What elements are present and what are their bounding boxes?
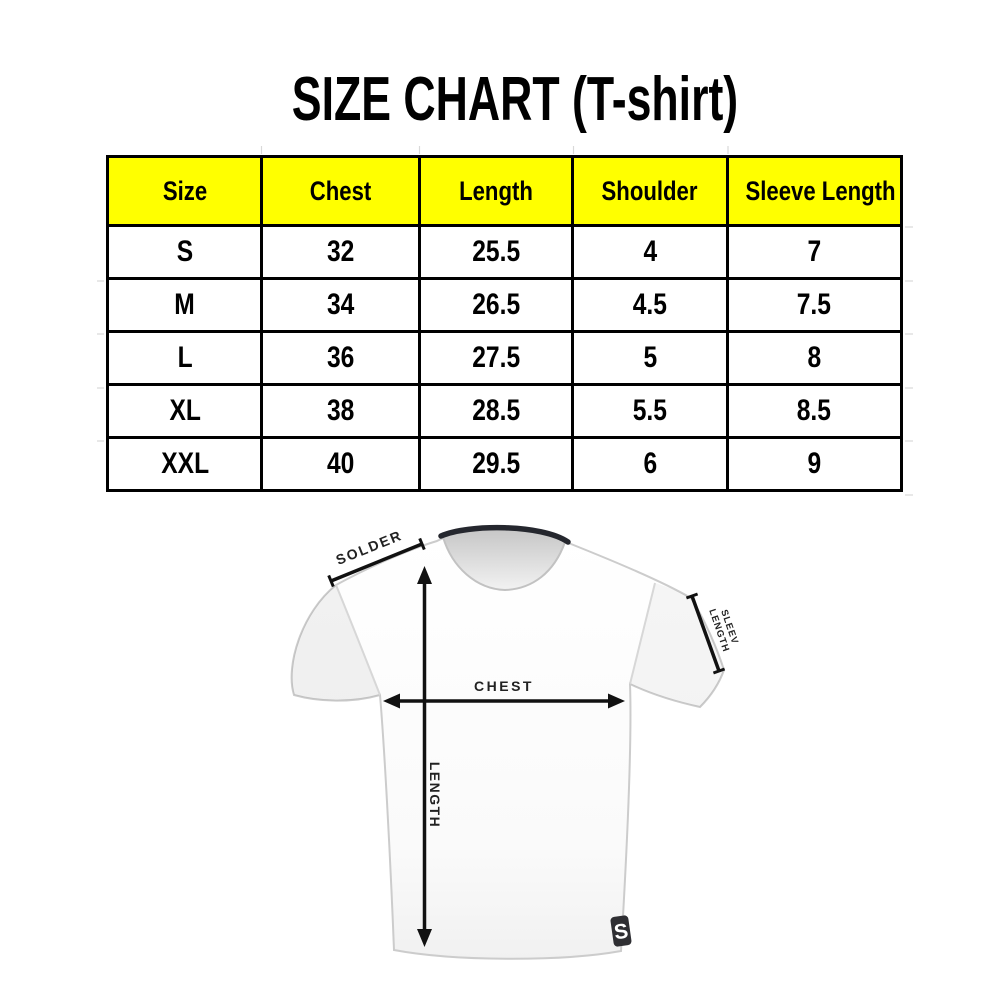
header-label: Length [459,175,533,206]
gridline-ticks [97,146,913,496]
cell-value: M [174,288,195,321]
cell-value: 38 [326,394,355,427]
header-cell-shoulder: Shoulder [571,155,729,227]
cell-value: S [176,235,193,268]
right-sleeve-seam [629,582,656,685]
table-cell: 32 [260,224,421,280]
table-cell: 7.5 [725,277,904,333]
cell-value: 34 [326,288,355,321]
header-cell-sleeve-length: Sleeve Length [725,155,904,227]
cell-value: 9 [807,447,822,480]
collar-front-edge [442,536,566,592]
header-cell-length: Length [417,155,575,227]
table-cell: 8 [725,330,904,386]
cell-value: 4 [643,235,657,268]
table-row-xl: XL 38 28.5 5.5 8.5 [105,383,904,439]
cell-value: 8 [807,341,822,374]
table-cell: 7 [725,224,904,280]
cell-value: 40 [326,447,355,480]
page-title-text: SIZE CHART (T-shirt) [291,65,739,134]
table-cell: 8.5 [725,383,904,439]
table-cell: 38 [260,383,421,439]
header-label: Sleeve Length [745,175,896,206]
table-row-l: L 36 27.5 5 8 [105,330,904,386]
table-cell: XXL [105,436,264,492]
table-cell: 29.5 [417,436,575,492]
header-cell-size: Size [105,155,264,227]
table-cell: 26.5 [417,277,575,333]
chest-arrowhead-left [383,693,400,709]
cell-value: 36 [326,341,355,374]
cell-value: 5 [643,341,657,374]
cell-value: XL [168,394,201,427]
left-sleeve-seam [335,584,381,696]
table-cell: 27.5 [417,330,575,386]
cell-value: 6 [643,447,657,480]
cell-value: 28.5 [471,394,520,427]
cell-value: XXL [160,447,209,480]
header-label: Shoulder [601,175,698,206]
cell-value: 25.5 [471,235,520,268]
table-cell: M [105,277,264,333]
table-cell: 9 [725,436,904,492]
chest-arrow: CHEST [383,678,625,709]
left-sleeve-shading [291,585,380,701]
table-cell: 4 [571,224,729,280]
table-cell: XL [105,383,264,439]
table-row-s: S 32 25.5 4 7 [105,224,904,280]
table-cell: 6 [571,436,729,492]
length-label: LENGTH [427,762,443,829]
collar-band [438,524,571,545]
cell-value: L [177,341,193,374]
chest-label: CHEST [474,678,534,694]
length-arrow: LENGTH [417,566,443,947]
brand-tag-letter: S [613,920,630,945]
table-cell: 5 [571,330,729,386]
table-row-m: M 34 26.5 4.5 7.5 [105,277,904,333]
length-arrowhead-top [417,566,432,584]
tshirt-graphic: S [290,524,726,960]
chest-arrowhead-right [608,693,625,709]
page-title: SIZE CHART (T-shirt) [30,64,1000,135]
table-cell: 4.5 [571,277,729,333]
table-cell: 28.5 [417,383,575,439]
brand-tag: S [610,915,632,947]
table-header-row: Size Chest Length Shoulder Sleeve Length [105,155,904,227]
cell-value: 5.5 [632,394,668,427]
cell-value: 26.5 [471,288,520,321]
cell-value: 27.5 [471,341,520,374]
table-cell: L [105,330,264,386]
table-cell: 5.5 [571,383,729,439]
header-cell-chest: Chest [260,155,421,227]
cell-value: 7 [807,235,822,268]
header-label: Chest [309,175,372,206]
table-cell: 40 [260,436,421,492]
cell-value: 7.5 [797,288,832,321]
header-label: Size [162,175,207,206]
cell-value: 29.5 [471,447,520,480]
cell-value: 32 [326,235,355,268]
table-cell: 34 [260,277,421,333]
length-arrowhead-bottom [417,929,432,947]
size-chart-table: Size Chest Length Shoulder Sleeve Length… [105,155,904,492]
collar-opening [443,530,565,590]
table-cell: 25.5 [417,224,575,280]
table-row-xxl: XXL 40 29.5 6 9 [105,436,904,492]
cell-value: 4.5 [632,288,668,321]
table-cell: S [105,224,264,280]
cell-value: 8.5 [797,394,832,427]
table-cell: 36 [260,330,421,386]
